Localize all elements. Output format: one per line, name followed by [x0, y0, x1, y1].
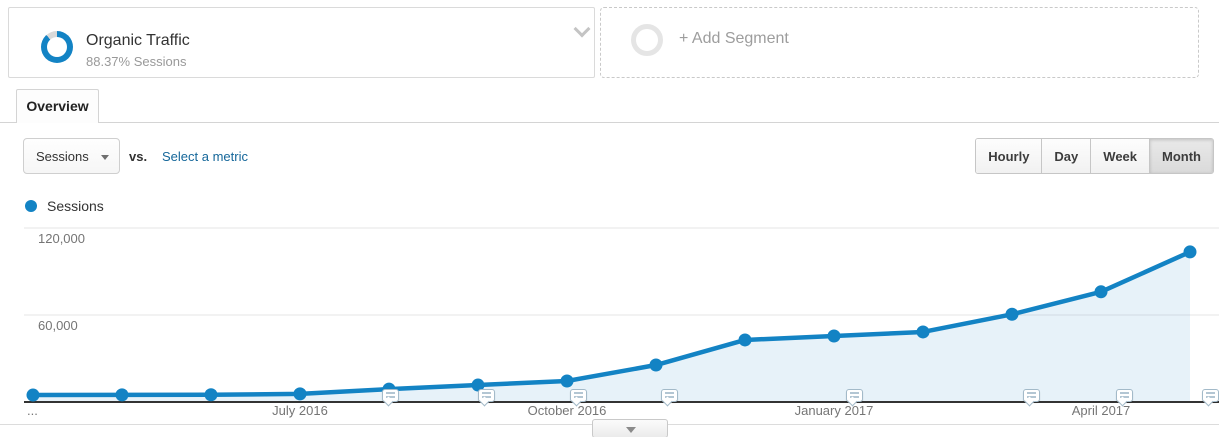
vs-label: vs. [129, 149, 148, 164]
select-a-metric-link[interactable]: Select a metric [162, 149, 248, 164]
data-point-may-2017 [1183, 245, 1197, 259]
data-point-oct-2016 [560, 374, 574, 388]
data-point-nov-2016 [649, 358, 663, 372]
data-point-feb-2017 [916, 325, 930, 339]
data-point-jul-2016 [293, 387, 307, 401]
legend-sessions-dot-icon [25, 200, 37, 212]
data-point-jan-2017 [827, 329, 841, 343]
segment-title: Organic Traffic [86, 32, 190, 49]
data-point-apr-2016 [26, 388, 40, 402]
add-segment-label: + Add Segment [679, 30, 789, 47]
tab-divider [0, 122, 1219, 123]
sessions-chart-area: 120,000 60,000 ... July 2016 October 201… [0, 206, 1219, 437]
tab-overview[interactable]: Overview [16, 89, 99, 123]
annotation-marker-icon[interactable] [1023, 389, 1040, 402]
data-point-may-2016 [115, 388, 129, 402]
y-axis-tick-60000: 60,000 [38, 318, 78, 333]
metric-dropdown-value: Sessions [36, 148, 89, 164]
annotation-marker-icon[interactable] [382, 389, 399, 402]
annotation-marker-icon[interactable] [478, 389, 495, 402]
annotation-marker-icon[interactable] [661, 389, 678, 402]
segment-donut-icon [41, 31, 73, 63]
data-point-mar-2017 [1005, 307, 1019, 321]
add-segment-button[interactable]: + Add Segment [600, 7, 1199, 78]
annotation-marker-icon[interactable] [1116, 389, 1133, 402]
x-axis-tick-apr-2017: April 2017 [1071, 403, 1131, 418]
x-axis-tick-oct-2016: October 2016 [527, 403, 607, 418]
data-point-jun-2016 [204, 388, 218, 402]
active-segment-card[interactable]: Organic Traffic 88.37% Sessions [8, 7, 595, 78]
annotation-marker-icon[interactable] [846, 389, 863, 402]
sessions-line-chart [24, 227, 1219, 403]
sessions-area-fill [33, 251, 1190, 402]
data-point-apr-2017 [1094, 285, 1108, 299]
x-axis-tick-jul-2016: July 2016 [272, 403, 328, 418]
expander-arrow-icon [626, 427, 636, 433]
annotation-marker-icon[interactable] [570, 389, 587, 402]
x-axis-tick-ellipsis: ... [27, 403, 38, 418]
granularity-week-button[interactable]: Week [1090, 139, 1150, 173]
data-point-dec-2016 [738, 333, 752, 347]
caret-down-icon [101, 155, 109, 160]
chevron-down-icon[interactable] [575, 22, 588, 35]
y-axis-tick-120000: 120,000 [38, 231, 85, 246]
granularity-day-button[interactable]: Day [1041, 139, 1091, 173]
granularity-hourly-button[interactable]: Hourly [976, 139, 1042, 173]
granularity-group: Hourly Day Week Month [975, 138, 1214, 174]
segment-subtitle: 88.37% Sessions [86, 54, 187, 69]
metric-dropdown[interactable]: Sessions [23, 138, 120, 174]
annotation-marker-icon[interactable] [1202, 389, 1219, 402]
legend-sessions-label: Sessions [47, 198, 104, 214]
sessions-line [30, 249, 1193, 398]
annotations-expander-button[interactable] [592, 419, 668, 437]
add-segment-donut-icon [631, 24, 663, 56]
granularity-month-button[interactable]: Month [1149, 139, 1213, 173]
x-axis-tick-jan-2017: January 2017 [794, 403, 874, 418]
